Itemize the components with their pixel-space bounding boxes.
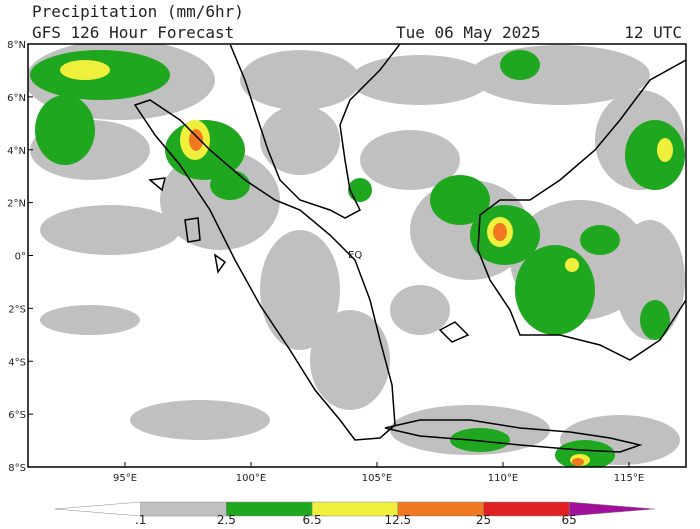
map: EQ 8°N 6°N 4°N 2°N 0° 2°S 4°S 6°S 8°S 95°E 100°E 1… (7, 40, 687, 484)
colorbar-label: 6.5 (303, 513, 322, 525)
lon-label: 100°E (236, 473, 266, 484)
lat-label: 4°N (7, 146, 26, 157)
lat-label: 2°S (8, 304, 26, 315)
colorbar-label: 2.5 (217, 513, 236, 525)
lon-label: 105°E (362, 473, 392, 484)
subtitle: GFS 126 Hour Forecast (32, 23, 234, 42)
title: Precipitation (mm/6hr) (32, 2, 244, 21)
lat-label: 6°S (8, 410, 26, 421)
lat-label: 2°N (7, 199, 26, 210)
colorbar-segment (483, 501, 570, 517)
lat-label: 8°N (7, 40, 26, 51)
colorbar-segment (568, 501, 655, 517)
colorbar: .1 2.5 6.5 12.5 25 65 (54, 501, 655, 527)
colorbar-label: .1 (135, 513, 146, 525)
colorbar-label: 25 (476, 513, 491, 525)
equator-label: EQ (348, 250, 362, 261)
lon-label: 95°E (113, 473, 137, 484)
colorbar-label: 12.5 (384, 513, 411, 525)
lon-labels: 95°E 100°E 105°E 110°E 115°E (113, 462, 644, 484)
colorbar-label: 65 (562, 513, 577, 525)
lat-label: 6°N (7, 93, 26, 104)
lat-labels: 8°N 6°N 4°N 2°N 0° 2°S 4°S 6°S 8°S (7, 40, 33, 474)
lon-label: 110°E (488, 473, 518, 484)
very-heavy-precip (189, 129, 584, 466)
colorbar-segment (226, 501, 313, 517)
colorbar-segment (54, 501, 141, 517)
coastlines (133, 44, 686, 453)
colorbar-segment (140, 501, 227, 517)
lat-label: 4°S (8, 357, 26, 368)
lat-label: 0° (15, 252, 26, 263)
time: 12 UTC (624, 23, 682, 42)
lat-label: 8°S (8, 463, 26, 474)
date: Tue 06 May 2025 (396, 23, 541, 42)
lon-label: 115°E (614, 473, 644, 484)
